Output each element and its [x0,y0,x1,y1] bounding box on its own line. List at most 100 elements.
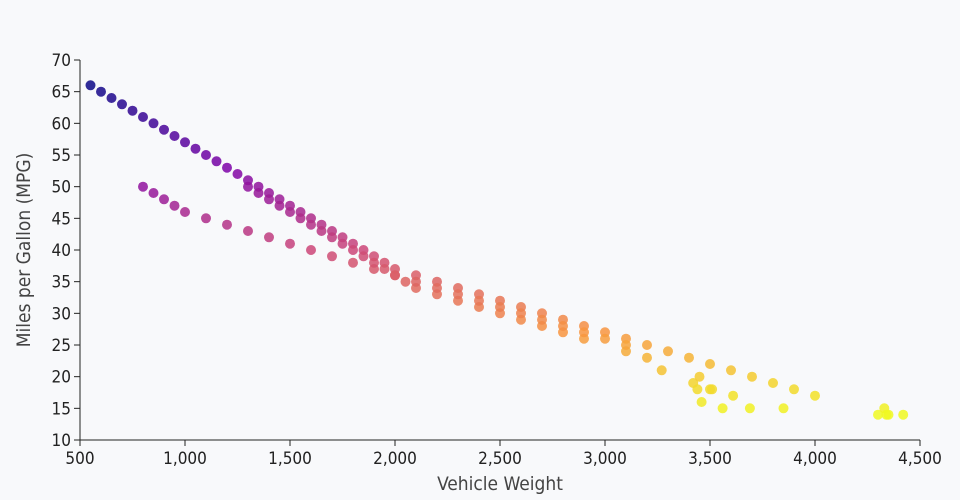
x-tick-label: 4,500 [898,449,942,469]
data-point [232,169,243,179]
data-point [684,352,694,363]
y-tick-label: 25 [52,336,71,356]
y-tick-label: 55 [52,146,71,166]
data-point [516,308,526,319]
data-point [696,397,707,407]
x-tick-label: 500 [65,449,94,469]
data-point [537,314,547,325]
y-tick-label: 10 [52,431,71,451]
y-tick-label: 15 [52,399,71,419]
data-point [106,93,117,103]
x-axis-title: Vehicle Weight [437,473,563,495]
x-tick-label: 1,000 [163,449,207,469]
y-tick-label: 20 [52,368,71,388]
x-tick-label: 1,500 [268,449,312,469]
data-point [474,295,484,306]
data-point [201,150,211,160]
data-point [778,403,789,414]
data-point [642,352,652,363]
data-point [85,80,96,91]
data-point [656,365,667,376]
data-point [222,219,232,230]
data-point [358,251,369,262]
y-tick-label: 70 [52,51,71,71]
data-point [810,390,820,401]
data-point [306,245,316,255]
data-point [180,137,190,148]
data-point [411,276,421,287]
data-point [432,283,442,293]
y-tick-label: 40 [52,241,71,261]
data-point [379,264,390,274]
y-tick-label: 60 [52,114,71,134]
data-point [201,213,211,224]
y-tick-label: 45 [52,209,71,229]
y-tick-label: 35 [52,273,71,293]
data-point [642,340,652,350]
data-point [264,232,274,243]
data-point [327,251,337,262]
data-point [789,384,799,395]
data-point [159,124,169,135]
x-tick-label: 3,500 [688,449,732,469]
data-point [127,105,138,116]
data-point [558,321,568,331]
data-point [169,200,180,211]
x-tick-label: 2,500 [478,449,522,469]
data-point [169,131,180,141]
data-point [873,409,883,420]
data-point [253,188,264,198]
data-point [348,245,358,255]
data-point [138,181,148,192]
data-point [180,207,190,217]
data-point [190,143,201,154]
data-point [96,86,106,97]
data-point [327,232,337,243]
data-point [369,257,379,268]
x-tick-label: 3,000 [583,449,627,469]
data-point [728,390,739,401]
y-axis-title: Miles per Gallon (MPG) [13,153,35,348]
data-point [148,118,159,129]
data-point [117,99,127,110]
data-point [337,238,348,249]
x-tick-label: 2,000 [373,449,417,469]
data-point [348,257,358,268]
data-point [621,340,631,350]
data-point [316,226,327,236]
data-point [390,270,400,281]
data-point [211,156,222,167]
data-point [579,327,589,338]
data-point [400,276,411,287]
data-point [898,409,909,420]
data-point [159,194,169,205]
data-points [85,80,909,420]
y-tick-label: 65 [52,83,71,103]
data-point [243,226,253,236]
data-point [295,213,306,224]
data-point [138,112,148,122]
data-point [148,188,159,198]
data-point [726,365,736,376]
y-tick-label: 30 [52,304,71,324]
data-point [707,384,718,395]
data-point [705,359,715,369]
data-point [747,371,757,382]
data-point [264,194,274,205]
data-point [883,409,894,420]
data-point [285,207,295,217]
data-point [692,384,703,395]
data-point [453,289,463,300]
data-point [285,238,295,249]
data-point [600,333,610,344]
data-point [663,346,673,357]
data-point [694,371,705,382]
data-point [306,219,316,230]
axes: 500 1,000 1,500 2,000 2,500 3,000 3,500 4,000 4,… [52,51,942,469]
data-point [744,403,755,414]
data-point [717,403,728,414]
data-point [222,162,232,173]
data-point [274,200,285,211]
data-point [243,181,253,192]
